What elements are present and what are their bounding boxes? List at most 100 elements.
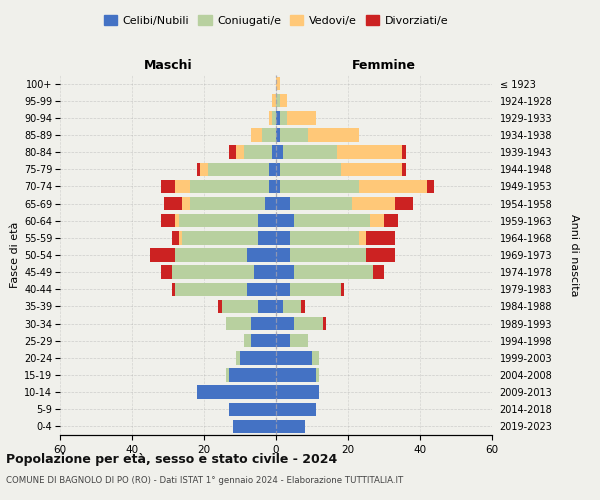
Bar <box>370 214 384 228</box>
Bar <box>262 128 276 141</box>
Bar <box>272 94 276 108</box>
Bar <box>312 351 319 364</box>
Bar <box>247 248 276 262</box>
Bar <box>179 231 182 244</box>
Bar <box>258 214 276 228</box>
Bar <box>233 420 276 433</box>
Bar <box>222 300 258 313</box>
Bar <box>276 77 280 90</box>
Bar <box>251 128 262 141</box>
Bar <box>175 180 190 193</box>
Bar <box>276 111 280 124</box>
Bar <box>161 180 175 193</box>
Bar <box>276 128 280 141</box>
Text: Maschi: Maschi <box>143 60 193 72</box>
Bar <box>251 317 276 330</box>
Text: Femmine: Femmine <box>352 60 416 72</box>
Bar <box>190 180 269 193</box>
Bar <box>200 162 208 176</box>
Bar <box>276 197 290 210</box>
Bar <box>359 231 366 244</box>
Bar <box>276 368 316 382</box>
Bar <box>161 266 172 279</box>
Bar <box>175 248 247 262</box>
Bar <box>402 146 406 159</box>
Bar <box>280 162 341 176</box>
Bar <box>258 300 276 313</box>
Bar <box>229 368 276 382</box>
Bar <box>280 111 287 124</box>
Bar <box>366 231 395 244</box>
Bar <box>182 231 258 244</box>
Bar <box>269 180 276 193</box>
Bar <box>182 197 190 210</box>
Bar <box>290 197 352 210</box>
Bar <box>276 282 290 296</box>
Bar <box>172 266 254 279</box>
Bar <box>276 266 294 279</box>
Bar <box>276 231 290 244</box>
Bar <box>294 266 373 279</box>
Bar <box>323 317 326 330</box>
Bar <box>197 162 200 176</box>
Bar <box>236 146 244 159</box>
Y-axis label: Anni di nascita: Anni di nascita <box>569 214 579 296</box>
Bar <box>359 180 427 193</box>
Bar <box>373 266 384 279</box>
Bar <box>164 197 182 210</box>
Bar <box>236 351 240 364</box>
Bar <box>276 317 294 330</box>
Bar <box>276 402 316 416</box>
Bar <box>150 248 175 262</box>
Bar <box>240 351 276 364</box>
Bar <box>272 146 276 159</box>
Bar <box>276 300 283 313</box>
Bar <box>283 300 301 313</box>
Bar <box>276 386 319 399</box>
Bar <box>290 334 308 347</box>
Bar <box>316 368 319 382</box>
Legend: Celibi/Nubili, Coniugati/e, Vedovi/e, Divorziati/e: Celibi/Nubili, Coniugati/e, Vedovi/e, Di… <box>100 10 452 30</box>
Bar <box>290 248 366 262</box>
Bar <box>254 266 276 279</box>
Bar <box>226 317 251 330</box>
Bar <box>427 180 434 193</box>
Bar <box>276 420 305 433</box>
Bar <box>341 162 402 176</box>
Bar <box>308 128 359 141</box>
Bar <box>218 300 222 313</box>
Bar <box>276 214 294 228</box>
Y-axis label: Fasce di età: Fasce di età <box>10 222 20 288</box>
Bar <box>395 197 413 210</box>
Bar <box>276 334 290 347</box>
Bar <box>229 402 276 416</box>
Bar <box>294 317 323 330</box>
Bar <box>276 351 312 364</box>
Bar <box>301 300 305 313</box>
Bar <box>265 197 276 210</box>
Bar <box>190 197 265 210</box>
Bar <box>287 111 316 124</box>
Bar <box>280 94 287 108</box>
Bar <box>175 214 179 228</box>
Bar <box>172 231 179 244</box>
Bar <box>384 214 398 228</box>
Bar <box>276 94 280 108</box>
Bar <box>269 162 276 176</box>
Bar <box>283 146 337 159</box>
Bar <box>280 180 359 193</box>
Bar <box>341 282 344 296</box>
Bar <box>294 214 370 228</box>
Bar <box>276 162 280 176</box>
Bar <box>290 282 341 296</box>
Bar <box>175 282 247 296</box>
Bar <box>337 146 402 159</box>
Bar <box>172 282 175 296</box>
Bar <box>402 162 406 176</box>
Bar <box>251 334 276 347</box>
Text: COMUNE DI BAGNOLO DI PO (RO) - Dati ISTAT 1° gennaio 2024 - Elaborazione TUTTITA: COMUNE DI BAGNOLO DI PO (RO) - Dati ISTA… <box>6 476 403 485</box>
Bar <box>208 162 269 176</box>
Bar <box>272 111 276 124</box>
Bar <box>280 128 308 141</box>
Text: Popolazione per età, sesso e stato civile - 2024: Popolazione per età, sesso e stato civil… <box>6 452 337 466</box>
